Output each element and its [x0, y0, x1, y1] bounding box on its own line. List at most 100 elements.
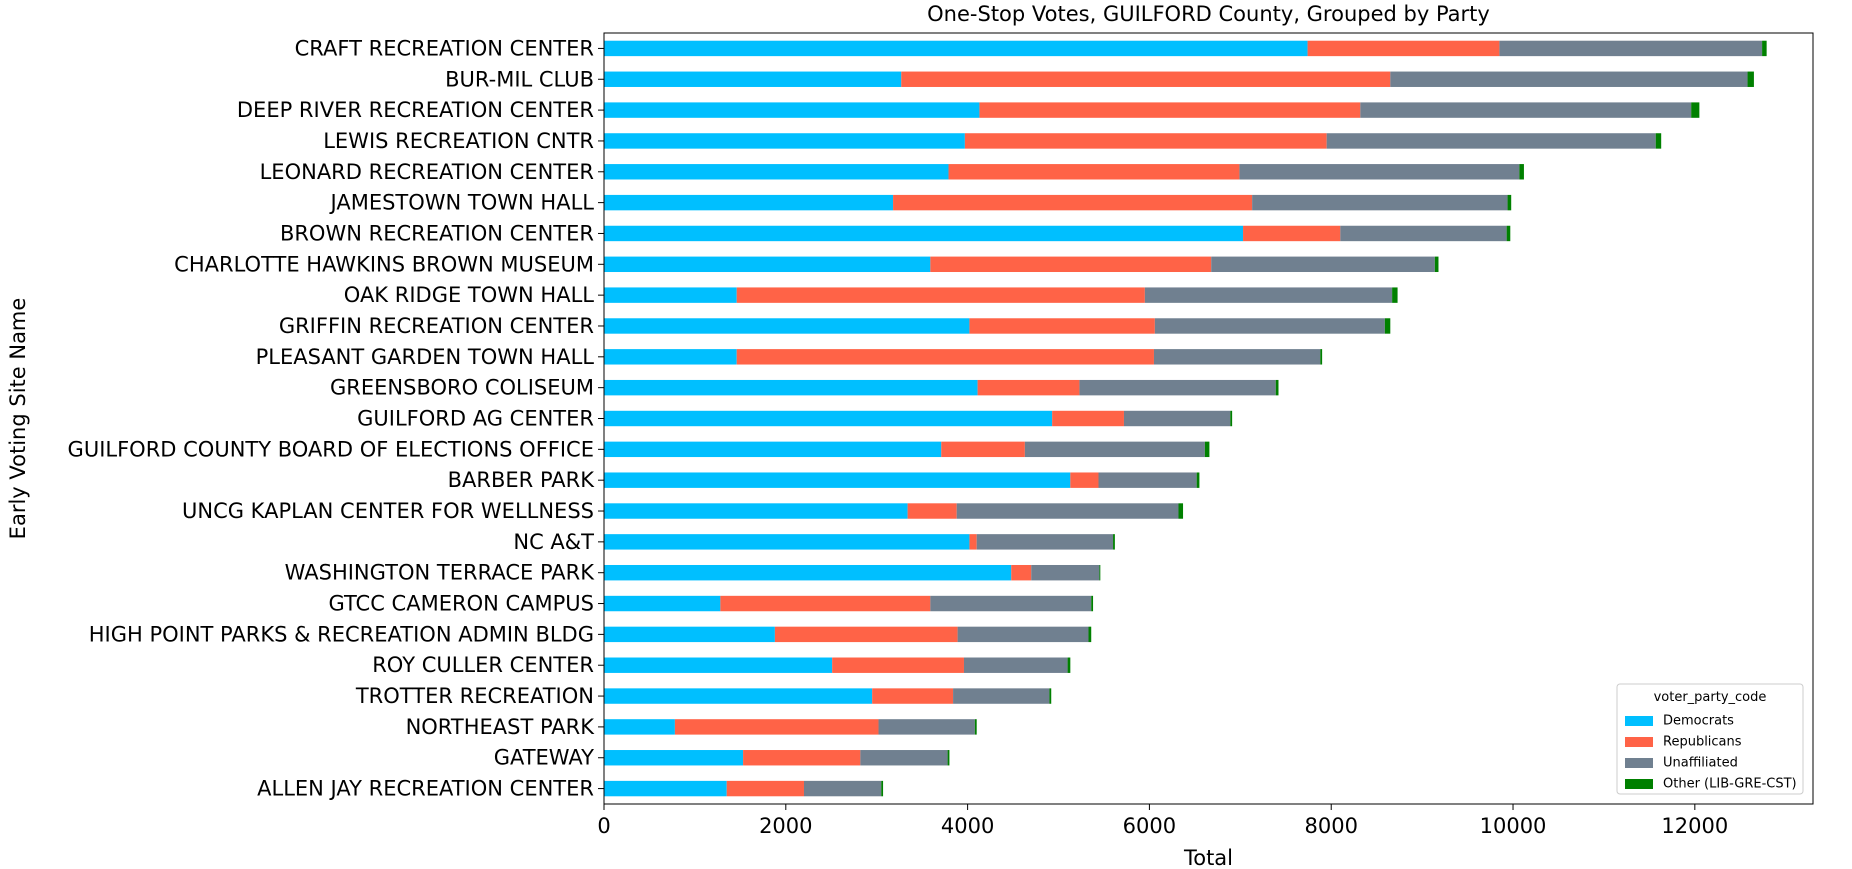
- legend-swatch: [1625, 758, 1653, 768]
- bar-segment: [930, 595, 1092, 612]
- bar-segment: [1154, 318, 1385, 334]
- bar-segment: [1275, 379, 1279, 396]
- legend-swatch: [1625, 716, 1653, 726]
- bar-segment: [964, 133, 1327, 149]
- bar-segment: [1691, 102, 1700, 118]
- bar-segment: [604, 503, 908, 519]
- category-label: GATEWAY: [494, 746, 594, 770]
- category-label: OAK RIDGE TOWN HALL: [344, 283, 595, 307]
- bar-segment: [1340, 225, 1507, 242]
- bar-segment: [604, 626, 775, 643]
- bar-segment: [948, 164, 1240, 180]
- y-axis: CRAFT RECREATION CENTER BUR-MIL CLUB DEEP …: [68, 36, 604, 801]
- bar-segment: [1031, 564, 1100, 581]
- category-label: UNCG KAPLAN CENTER FOR WELLNESS: [182, 499, 594, 523]
- bar-segment: [1049, 688, 1052, 704]
- category-label: TROTTER RECREATION: [355, 684, 594, 708]
- bar-segment: [974, 719, 977, 735]
- x-tick-label: 0: [597, 814, 610, 838]
- bar-segment: [604, 750, 744, 766]
- bar-segment: [977, 379, 1080, 396]
- bar-segment: [604, 194, 894, 211]
- bar-segment: [1762, 40, 1767, 57]
- bar-segment: [941, 441, 1025, 458]
- bar-segment: [604, 133, 965, 149]
- bar-segment: [1320, 349, 1323, 365]
- bar-segment: [893, 194, 1253, 211]
- bar-segment: [1067, 657, 1071, 673]
- bar-segment: [604, 349, 737, 365]
- bar-segment: [604, 780, 727, 797]
- legend-label: Democrats: [1663, 714, 1734, 729]
- x-tick-label: 2000: [759, 814, 812, 838]
- plot-area: [604, 40, 1767, 797]
- category-label: NC A&T: [513, 530, 594, 554]
- category-label: BROWN RECREATION CENTER: [280, 221, 594, 245]
- bar-segment: [1747, 71, 1754, 87]
- bar-segment: [1070, 472, 1099, 488]
- bar-segment: [604, 379, 978, 396]
- category-label: JAMESTOWN TOWN HALL: [329, 191, 595, 215]
- bar-segment: [1011, 564, 1032, 581]
- bar-segment: [1211, 256, 1435, 273]
- bar-segment: [604, 564, 1012, 581]
- bar-segment: [1204, 441, 1210, 458]
- bar-segment: [1392, 287, 1398, 303]
- bar-segment: [1098, 472, 1197, 488]
- bar-segment: [604, 657, 833, 673]
- x-tick-label: 10000: [1480, 814, 1547, 838]
- bar-segment: [947, 750, 950, 766]
- category-label: GUILFORD COUNTY BOARD OF ELECTIONS OFFIC…: [68, 437, 594, 461]
- bar-segment: [1434, 256, 1439, 273]
- x-tick-label: 8000: [1304, 814, 1357, 838]
- bar-segment: [803, 780, 882, 797]
- bar-segment: [1499, 40, 1763, 57]
- category-label: GREENSBORO COLISEUM: [330, 376, 594, 400]
- bar-segment: [604, 225, 1244, 242]
- bar-segment: [1384, 318, 1391, 334]
- bar-segment: [736, 349, 1154, 365]
- category-label: BUR-MIL CLUB: [445, 67, 594, 91]
- bar-segment: [1506, 225, 1511, 242]
- x-axis-label: Total: [1183, 846, 1233, 869]
- bar-segment: [604, 318, 970, 334]
- bar-segment: [1178, 503, 1184, 519]
- bar-segment: [604, 164, 949, 180]
- legend: voter_party_code Democrats Republicans Una…: [1616, 683, 1804, 795]
- bar-segment: [969, 534, 977, 550]
- bar-segment: [1091, 595, 1094, 612]
- category-label: ALLEN JAY RECREATION CENTER: [257, 777, 594, 801]
- bar-segment: [901, 71, 1391, 87]
- bar-segment: [774, 626, 958, 643]
- bar-segment: [1326, 133, 1656, 149]
- legend-title: voter_party_code: [1654, 690, 1767, 705]
- category-label: CHARLOTTE HAWKINS BROWN MUSEUM: [174, 252, 594, 276]
- bar-segment: [1252, 194, 1508, 211]
- bar-segment: [881, 780, 884, 797]
- bar-segment: [1099, 564, 1101, 581]
- category-label: LEWIS RECREATION CNTR: [323, 129, 594, 153]
- x-tick-label: 6000: [1123, 814, 1176, 838]
- bar-segment: [604, 410, 1053, 427]
- category-label: GTCC CAMERON CAMPUS: [328, 592, 594, 616]
- category-label: BARBER PARK: [448, 468, 596, 492]
- bar-segment: [1655, 133, 1662, 149]
- bar-segment: [956, 503, 1179, 519]
- bar-segment: [604, 534, 970, 550]
- bar-segment: [1230, 410, 1233, 427]
- category-label: WASHINGTON TERRACE PARK: [285, 561, 596, 585]
- bar-segment: [1507, 194, 1512, 211]
- category-label: HIGH POINT PARKS & RECREATION ADMIN BLDG: [89, 622, 594, 646]
- bar-segment: [720, 595, 931, 612]
- bar-segment: [832, 657, 964, 673]
- x-tick-label: 4000: [941, 814, 994, 838]
- bar-segment: [979, 102, 1361, 118]
- bar-segment: [969, 318, 1155, 334]
- chart-title: One-Stop Votes, GUILFORD County, Grouped…: [927, 2, 1490, 26]
- category-label: DEEP RIVER RECREATION CENTER: [237, 98, 594, 122]
- category-label: GRIFFIN RECREATION CENTER: [279, 314, 594, 338]
- bar-segment: [1243, 225, 1341, 242]
- legend-swatch: [1625, 737, 1653, 747]
- legend-label: Unaffiliated: [1663, 756, 1738, 771]
- bar-segment: [878, 719, 975, 735]
